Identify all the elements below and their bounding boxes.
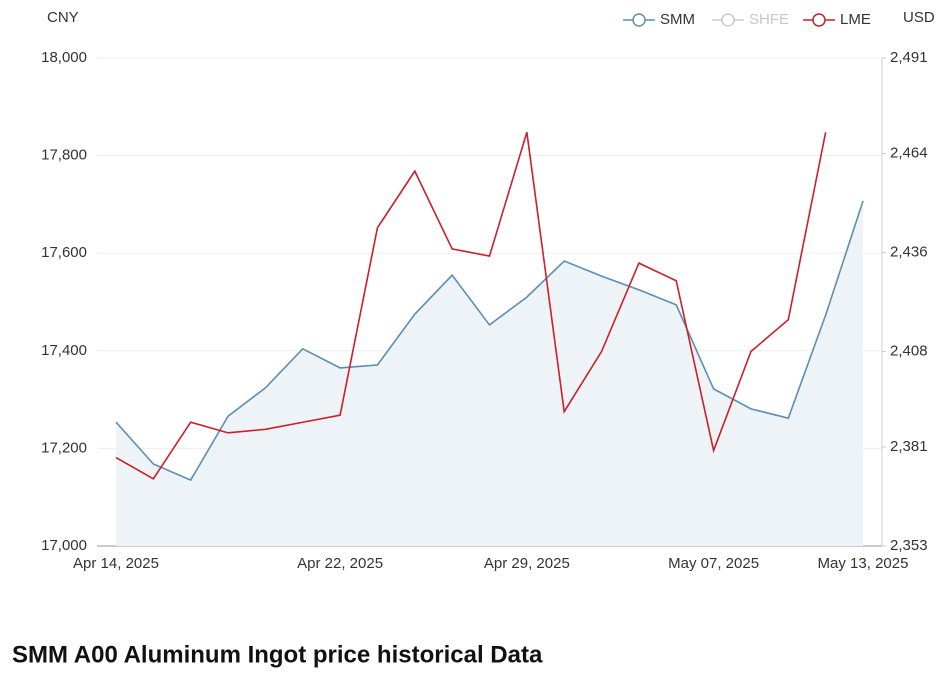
y-axis-unit: CNY xyxy=(47,9,79,26)
legend-label[interactable]: LME xyxy=(840,11,871,28)
y2-tick-label: 2,436 xyxy=(890,243,928,260)
x-tick-label: Apr 14, 2025 xyxy=(73,555,159,572)
y-tick-label: 18,000 xyxy=(41,49,87,66)
y2-tick-label: 2,381 xyxy=(890,438,928,455)
y2-axis-unit: USD xyxy=(903,9,935,26)
x-tick-label: Apr 29, 2025 xyxy=(484,555,570,572)
legend-label[interactable]: SHFE xyxy=(749,11,789,28)
line xyxy=(115,200,864,482)
area xyxy=(116,200,863,546)
y2-tick-label: 2,353 xyxy=(890,537,928,554)
x-tick-label: May 13, 2025 xyxy=(818,555,909,572)
legend-marker xyxy=(721,13,735,27)
legend-marker xyxy=(812,13,826,27)
y2-tick-label: 2,408 xyxy=(890,342,928,359)
y-tick-label: 17,400 xyxy=(41,342,87,359)
legend-label[interactable]: SMM xyxy=(660,11,695,28)
y2-tick-label: 2,464 xyxy=(890,144,928,161)
chart-title: SMM A00 Aluminum Ingot price historical … xyxy=(12,641,543,668)
line xyxy=(115,132,827,480)
x-tick-label: May 07, 2025 xyxy=(668,555,759,572)
y-tick-label: 17,200 xyxy=(41,439,87,456)
x-tick-label: Apr 22, 2025 xyxy=(297,555,383,572)
y2-tick-label: 2,491 xyxy=(890,49,928,66)
y-tick-label: 17,000 xyxy=(41,537,87,554)
legend-marker xyxy=(632,13,646,27)
y-tick-label: 17,800 xyxy=(41,147,87,164)
y-tick-label: 17,600 xyxy=(41,244,87,261)
